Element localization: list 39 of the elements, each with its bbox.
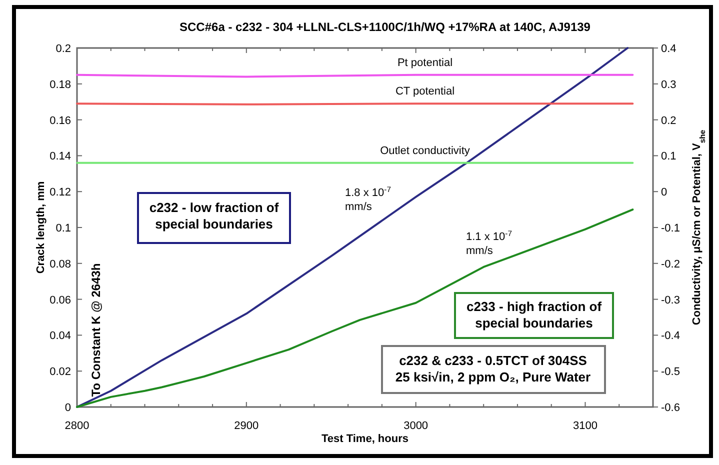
y2-tick-label: 0 xyxy=(661,186,668,199)
y-tick-label: 0 xyxy=(64,402,71,414)
line-series xyxy=(76,47,629,408)
series-label: CT potential xyxy=(395,86,455,98)
y-axis-title: Crack length, mm xyxy=(35,181,47,274)
x-axis-title: Test Time, hours xyxy=(321,433,409,445)
y2-tick-label: 0.4 xyxy=(661,43,676,55)
y-tick-label: 0.02 xyxy=(50,366,71,378)
chart-title: SCC#6a - c232 - 304 +LLNL-CLS+1100C/1h/WQ +17%RA at 140C, AJ9139 xyxy=(180,20,591,34)
y2-tick-label: -0.3 xyxy=(661,294,680,306)
y2-tick-label: -0.2 xyxy=(661,258,680,270)
y-tick-label: 0.06 xyxy=(50,294,71,306)
annotation: c233 - high fraction of special boundaries xyxy=(466,299,602,330)
y2-tick-label: -0.6 xyxy=(661,402,680,414)
y-tick-label: 0.04 xyxy=(50,330,71,342)
annotation: To Constant K @ 2643h xyxy=(89,263,103,397)
text: 1.8 x 10$^{-7}$ mm/s xyxy=(345,184,391,213)
y2-tick-label: -0.1 xyxy=(661,222,680,234)
y2-tick-label: -0.5 xyxy=(661,366,680,378)
annotation: c232 & c233 - 0.5TCT of 304SS 25 ksi√in, 2 ppm O₂, Pure Water xyxy=(395,353,591,384)
y2-tick-label: 0.1 xyxy=(661,150,676,163)
y-tick-label: 0.16 xyxy=(50,114,71,127)
y-tick-label: 0.08 xyxy=(50,258,71,270)
series-label: Outlet conductivity xyxy=(380,144,470,157)
text: 1.1 x 10$^{-7}$ mm/s xyxy=(466,228,512,257)
y2-tick-label: 0.3 xyxy=(661,78,676,91)
x-tick-label: 3100 xyxy=(572,420,598,432)
y2-tick-label: -0.4 xyxy=(661,330,680,342)
x-tick-label: 3000 xyxy=(404,420,428,432)
y-tick-label: 0.2 xyxy=(56,43,71,55)
y-tick-label: 0.18 xyxy=(50,78,71,91)
y-tick-label: 0.14 xyxy=(50,150,71,163)
x-tick-label: 2800 xyxy=(64,420,90,432)
y-tick-label: 0.1 xyxy=(56,222,71,234)
y2-tick-label: 0.2 xyxy=(661,114,676,127)
series-label: Pt potential xyxy=(397,56,453,69)
y-tick-label: 0.12 xyxy=(50,186,71,199)
annotation: c232 - low fraction of special boundaries xyxy=(149,200,280,232)
x-tick-label: 2900 xyxy=(234,420,259,432)
